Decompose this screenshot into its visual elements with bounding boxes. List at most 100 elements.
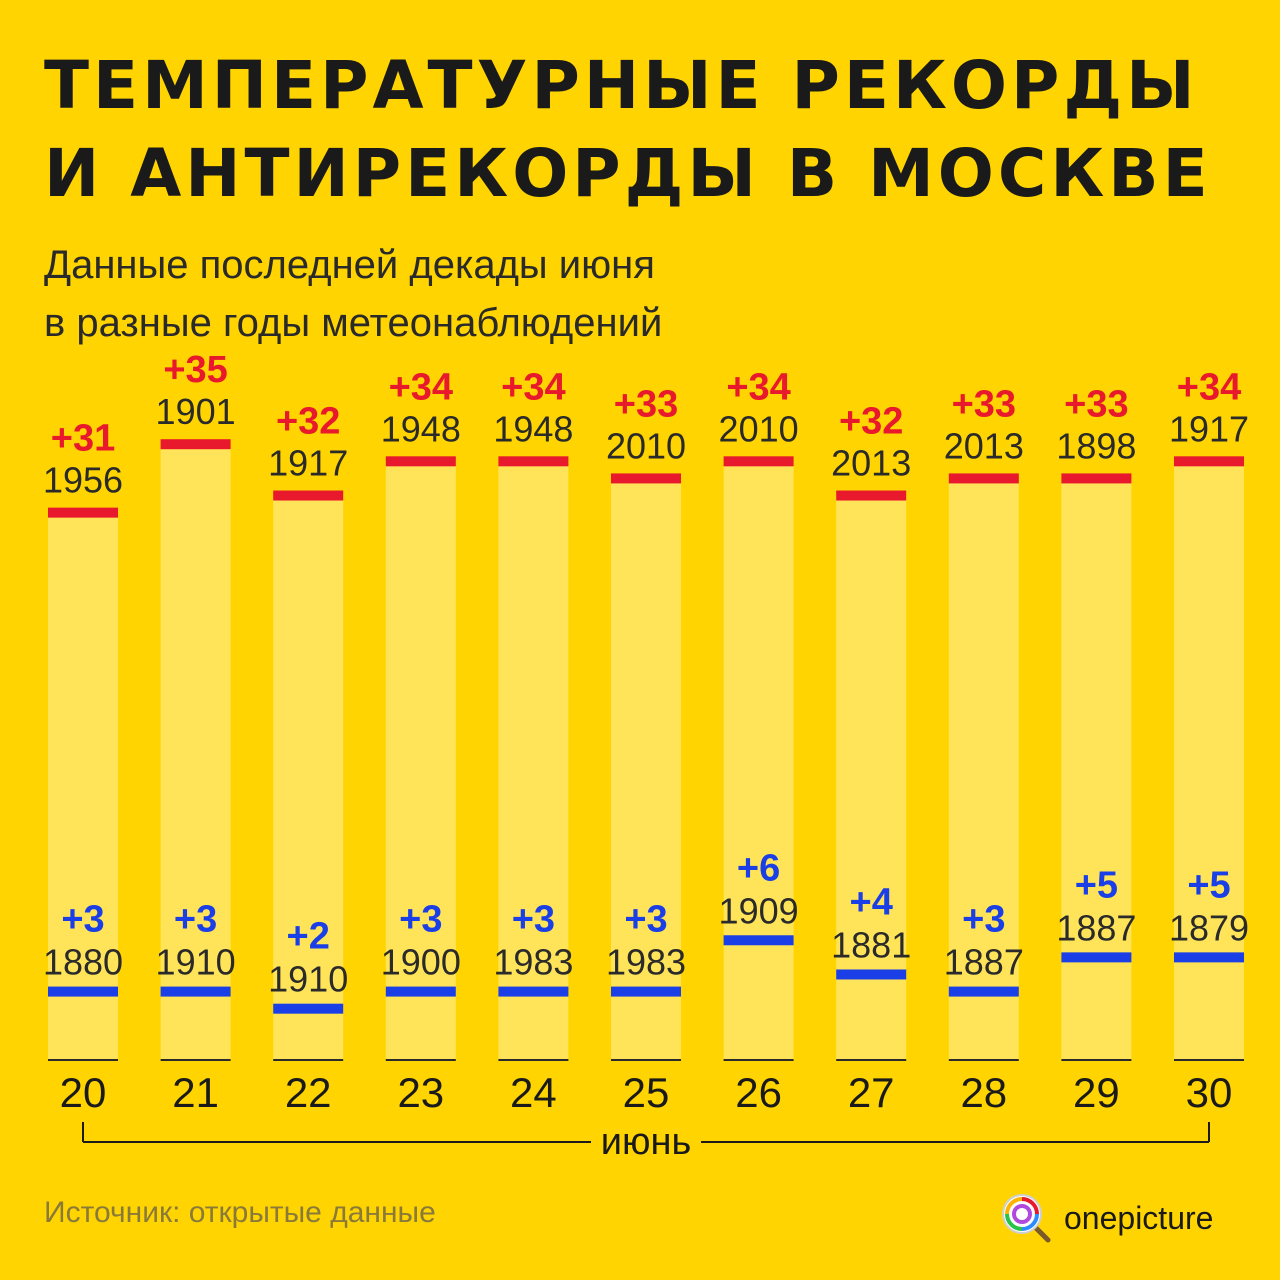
day-column [273,495,344,1060]
record-marker [948,473,1019,484]
record-marker [723,456,794,467]
source-note: Источник: открытые данные [44,1196,436,1229]
record-year-label: 2010 [606,425,686,466]
antirecord-value-label: +2 [287,916,330,958]
record-marker [498,456,569,467]
column-baseline [948,1059,1019,1061]
record-marker [160,439,231,450]
antirecord-marker [498,986,569,997]
x-tick-label: 30 [1186,1069,1233,1116]
record-value-label: +33 [614,383,678,425]
record-marker [611,473,681,484]
column-baseline [836,1059,907,1061]
column-baseline [385,1059,456,1061]
record-marker [48,507,118,518]
record-marker [836,490,907,501]
column-baseline [160,1059,231,1061]
record-value-label: +32 [839,401,903,443]
record-year-label: 1948 [381,408,461,449]
record-marker [273,490,344,501]
antirecord-marker [1174,952,1244,963]
title-line-2: И АНТИРЕКОРДЫ В МОСКВЕ [44,135,1212,212]
brand: onepicture [1000,1192,1213,1244]
record-value-label: +35 [163,349,227,391]
antirecord-marker [836,969,907,980]
antirecord-value-label: +4 [850,881,893,923]
subtitle-line-2: в разные годы метеонаблюдений [44,301,663,345]
antirecord-year-label: 1910 [156,942,236,983]
antirecord-year-label: 1983 [606,942,686,983]
column-baseline [498,1059,569,1061]
record-value-label: +33 [1064,383,1128,425]
day-column [498,461,569,1060]
record-value-label: +34 [389,366,453,408]
antirecord-marker [273,1003,344,1014]
x-tick-label: 21 [172,1069,219,1116]
record-year-label: 1917 [1169,408,1249,449]
page-title: ТЕМПЕРАТУРНЫЕ РЕКОРДЫ И АНТИРЕКОРДЫ В МО… [44,42,1244,218]
x-tick-label: 27 [848,1069,895,1116]
column-baseline [273,1059,344,1061]
record-marker [1061,473,1132,484]
record-year-label: 2010 [719,408,799,449]
antirecord-year-label: 1909 [719,890,799,931]
record-marker [385,456,456,467]
x-tick-label: 20 [60,1069,107,1116]
record-year-label: 1898 [1056,425,1136,466]
antirecord-value-label: +3 [399,899,442,941]
column-baseline [723,1059,794,1061]
x-tick-label: 24 [510,1069,557,1116]
record-year-label: 2013 [944,425,1024,466]
column-baseline [611,1059,681,1061]
day-column [385,461,456,1060]
record-value-label: +34 [501,366,565,408]
antirecord-year-label: 1879 [1169,907,1249,948]
day-column [160,444,231,1060]
antirecord-value-label: +3 [61,899,104,941]
antirecord-marker [611,986,681,997]
x-tick-label: 28 [960,1069,1007,1116]
record-value-label: +34 [726,366,790,408]
antirecord-value-label: +6 [737,847,780,889]
record-marker [1174,456,1244,467]
antirecord-year-label: 1910 [268,959,348,1000]
record-value-label: +33 [952,383,1016,425]
antirecord-value-label: +3 [512,899,555,941]
antirecord-value-label: +3 [962,899,1005,941]
day-column [948,478,1019,1061]
antirecord-value-label: +5 [1187,864,1230,906]
antirecord-year-label: 1887 [1056,907,1136,948]
antirecord-marker [1061,952,1132,963]
antirecord-year-label: 1880 [43,942,123,983]
brand-name: onepicture [1064,1199,1214,1236]
day-column [611,478,681,1061]
antirecord-year-label: 1881 [831,924,911,965]
record-value-label: +31 [51,418,115,460]
antirecord-marker [385,986,456,997]
record-value-label: +34 [1177,366,1241,408]
x-tick-label: 26 [735,1069,782,1116]
lollipop-magnifier-icon [1002,1194,1051,1243]
record-year-label: 2013 [831,443,911,484]
column-baseline [1061,1059,1132,1061]
x-tick-label: 29 [1073,1069,1120,1116]
page-subtitle: Данные последней декады июня в разные го… [44,236,1044,352]
antirecord-value-label: +3 [174,899,217,941]
day-column [836,495,907,1060]
record-year-label: 1917 [268,443,348,484]
record-year-label: 1956 [43,460,123,501]
day-column [48,512,118,1060]
x-axis-label: июнь [601,1121,692,1163]
record-year-label: 1948 [493,408,573,449]
x-tick-label: 23 [397,1069,444,1116]
column-baseline [48,1059,118,1061]
day-column [1174,461,1244,1060]
x-tick-label: 25 [623,1069,670,1116]
antirecord-year-label: 1900 [381,942,461,983]
title-line-1: ТЕМПЕРАТУРНЫЕ РЕКОРДЫ [44,47,1199,124]
day-column [723,461,794,1060]
antirecord-value-label: +3 [624,899,667,941]
antirecord-year-label: 1887 [944,942,1024,983]
subtitle-line-1: Данные последней декады июня [44,243,655,287]
